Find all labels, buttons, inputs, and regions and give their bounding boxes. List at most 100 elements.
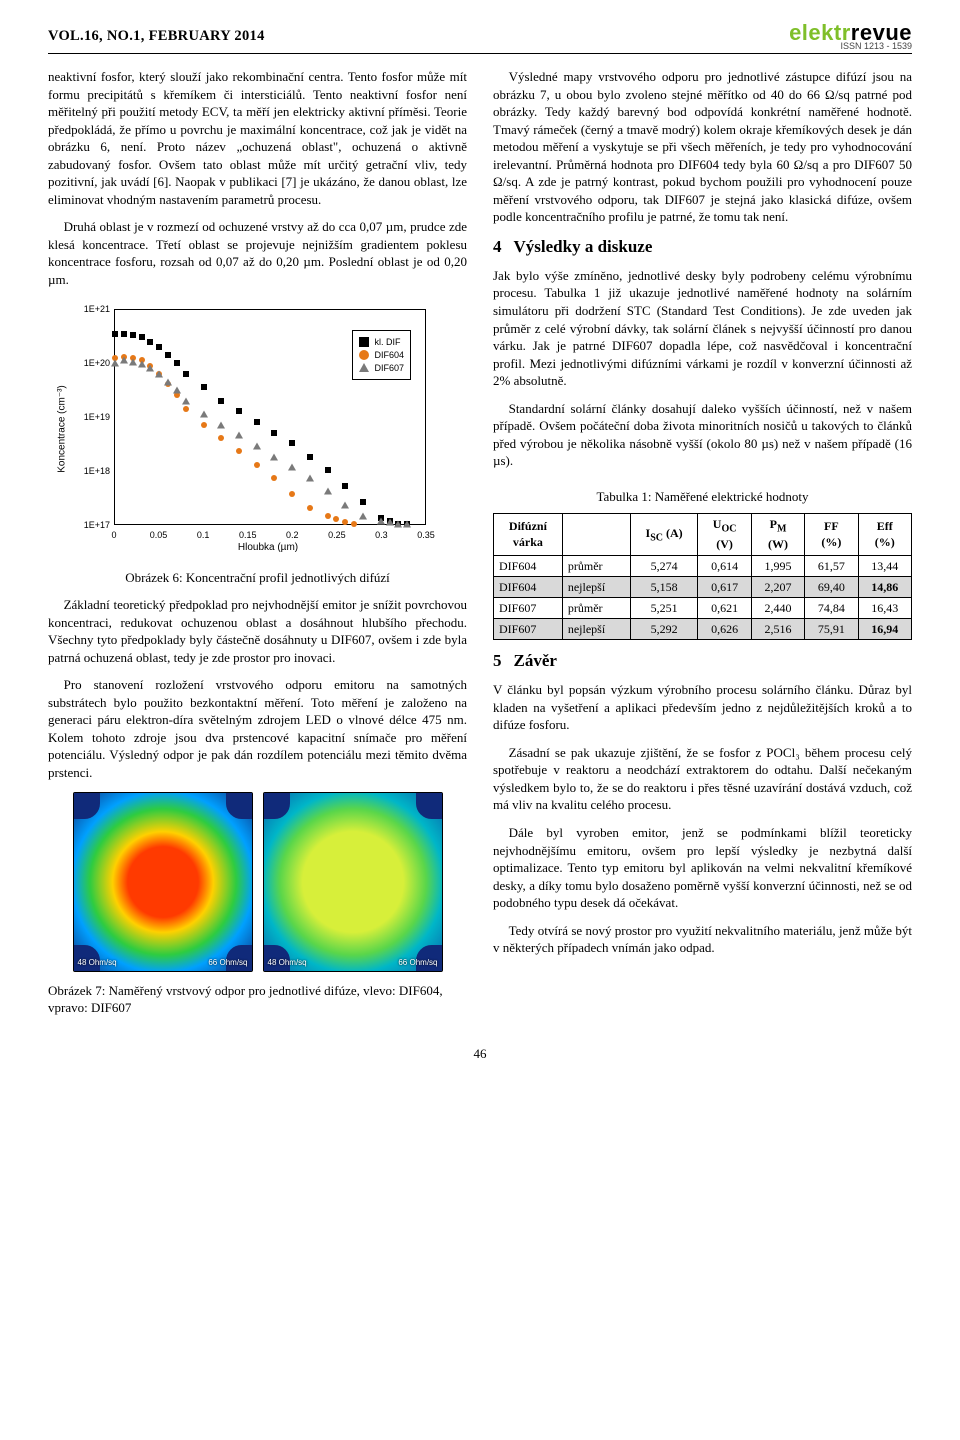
data-point <box>218 435 224 441</box>
table-cell: 61,57 <box>805 555 858 576</box>
x-tick-label: 0.1 <box>197 529 210 541</box>
x-tick-label: 0.2 <box>286 529 299 541</box>
body-text: Základní teoretický předpoklad pro nejvh… <box>48 596 467 666</box>
table-header-cell: UOC(V) <box>698 514 751 555</box>
data-point <box>147 339 153 345</box>
table-1: DifúznívárkaISC (A)UOC(V)PM(W)FF(%)Eff(%… <box>493 513 912 640</box>
data-point <box>270 453 278 460</box>
legend-swatch <box>359 337 369 347</box>
legend-label: DIF607 <box>374 362 404 374</box>
y-tick-label: 1E+18 <box>84 464 110 476</box>
table-cell: DIF607 <box>494 619 563 640</box>
data-point <box>120 357 128 364</box>
volume-line: VOL.16, NO.1, FEBRUARY 2014 <box>48 27 265 47</box>
data-point <box>156 344 162 350</box>
journal-logo: elektrrevue ISSN 1213 - 1539 <box>789 22 912 51</box>
x-tick-label: 0 <box>111 529 116 541</box>
data-point <box>333 516 339 522</box>
data-point <box>129 358 137 365</box>
figure-6-caption: Obrázek 6: Koncentrační profil jednotliv… <box>48 569 467 587</box>
data-point <box>182 397 190 404</box>
legend-swatch <box>359 363 369 372</box>
data-point <box>146 365 154 372</box>
figure-6: kl. DIFDIF604DIF607 Koncentrace (cm⁻³) H… <box>48 299 467 559</box>
table-cell: DIF607 <box>494 597 563 618</box>
table-cell: 2,516 <box>751 619 804 640</box>
table-cell: 13,44 <box>858 555 911 576</box>
table-cell: DIF604 <box>494 555 563 576</box>
table-header-cell: Difúznívárka <box>494 514 563 555</box>
x-tick-label: 0.05 <box>150 529 168 541</box>
data-point <box>236 408 242 414</box>
data-point <box>307 505 313 511</box>
section-number: 5 <box>493 651 502 670</box>
table-row: DIF604průměr5,2740,6141,99561,5713,44 <box>494 555 912 576</box>
y-axis-label: Koncentrace (cm⁻³) <box>55 385 69 473</box>
table-cell: 69,40 <box>805 576 858 597</box>
body-text: Zásadní se pak ukazuje zjištění, že se f… <box>493 744 912 814</box>
data-point <box>325 513 331 519</box>
data-point <box>254 462 260 468</box>
table-row: DIF604nejlepší5,1580,6172,20769,4014,86 <box>494 576 912 597</box>
table-cell: 16,43 <box>858 597 911 618</box>
table-cell: nejlepší <box>562 576 630 597</box>
y-tick-label: 1E+19 <box>84 410 110 422</box>
data-point <box>130 332 136 338</box>
table-header-cell: ISC (A) <box>630 514 698 555</box>
body-text: Standardní solární články dosahují dalek… <box>493 400 912 470</box>
figure-7: 48 Ohm/sq 66 Ohm/sq 48 Ohm/sq 66 Ohm/sq <box>48 792 467 972</box>
table-cell: 0,617 <box>698 576 751 597</box>
data-point <box>111 360 119 367</box>
body-text: Dále byl vyroben emitor, jenž se podmínk… <box>493 824 912 912</box>
body-text: Pro stanovení rozložení vrstvového odpor… <box>48 676 467 781</box>
data-point <box>112 331 118 337</box>
table-cell: 5,251 <box>630 597 698 618</box>
table-cell: 1,995 <box>751 555 804 576</box>
table-header-cell: Eff(%) <box>858 514 911 555</box>
data-point <box>359 512 367 519</box>
data-point <box>377 517 385 524</box>
table-header-row: DifúznívárkaISC (A)UOC(V)PM(W)FF(%)Eff(%… <box>494 514 912 555</box>
data-point <box>403 520 411 527</box>
table-1-caption: Tabulka 1: Naměřené elektrické hodnoty <box>493 488 912 506</box>
data-point <box>342 519 348 525</box>
table-cell: 5,274 <box>630 555 698 576</box>
table-cell: 2,207 <box>751 576 804 597</box>
heatmap-scale-min: 48 Ohm/sq <box>78 958 117 969</box>
body-text: Tedy otvírá se nový prostor pro využití … <box>493 922 912 957</box>
y-tick-label: 1E+20 <box>84 356 110 368</box>
data-point <box>360 499 366 505</box>
data-point <box>236 448 242 454</box>
table-cell: 14,86 <box>858 576 911 597</box>
table-cell: DIF604 <box>494 576 563 597</box>
data-point <box>307 454 313 460</box>
legend-item: DIF607 <box>359 362 404 374</box>
data-point <box>164 378 172 385</box>
x-tick-label: 0.35 <box>417 529 435 541</box>
data-point <box>165 352 171 358</box>
data-point <box>289 440 295 446</box>
data-point <box>155 370 163 377</box>
table-cell: 0,621 <box>698 597 751 618</box>
data-point <box>200 410 208 417</box>
heatmap-scale-min: 48 Ohm/sq <box>268 958 307 969</box>
y-tick-label: 1E+21 <box>84 302 110 314</box>
data-point <box>394 520 402 527</box>
data-point <box>289 491 295 497</box>
data-point <box>173 386 181 393</box>
heatmap-dif607: 48 Ohm/sq 66 Ohm/sq <box>263 792 443 972</box>
heatmap-scale-max: 66 Ohm/sq <box>208 958 247 969</box>
x-tick-label: 0.3 <box>375 529 388 541</box>
table-cell: 5,292 <box>630 619 698 640</box>
data-point <box>139 334 145 340</box>
heatmap-scale-max: 66 Ohm/sq <box>398 958 437 969</box>
x-tick-label: 0.15 <box>239 529 257 541</box>
section-number: 4 <box>493 237 502 256</box>
data-point <box>325 467 331 473</box>
section-heading-4: 4Výsledky a diskuze <box>493 236 912 259</box>
data-point <box>271 475 277 481</box>
table-cell: 0,626 <box>698 619 751 640</box>
section-title: Závěr <box>514 651 557 670</box>
table-cell: 0,614 <box>698 555 751 576</box>
data-point <box>254 419 260 425</box>
